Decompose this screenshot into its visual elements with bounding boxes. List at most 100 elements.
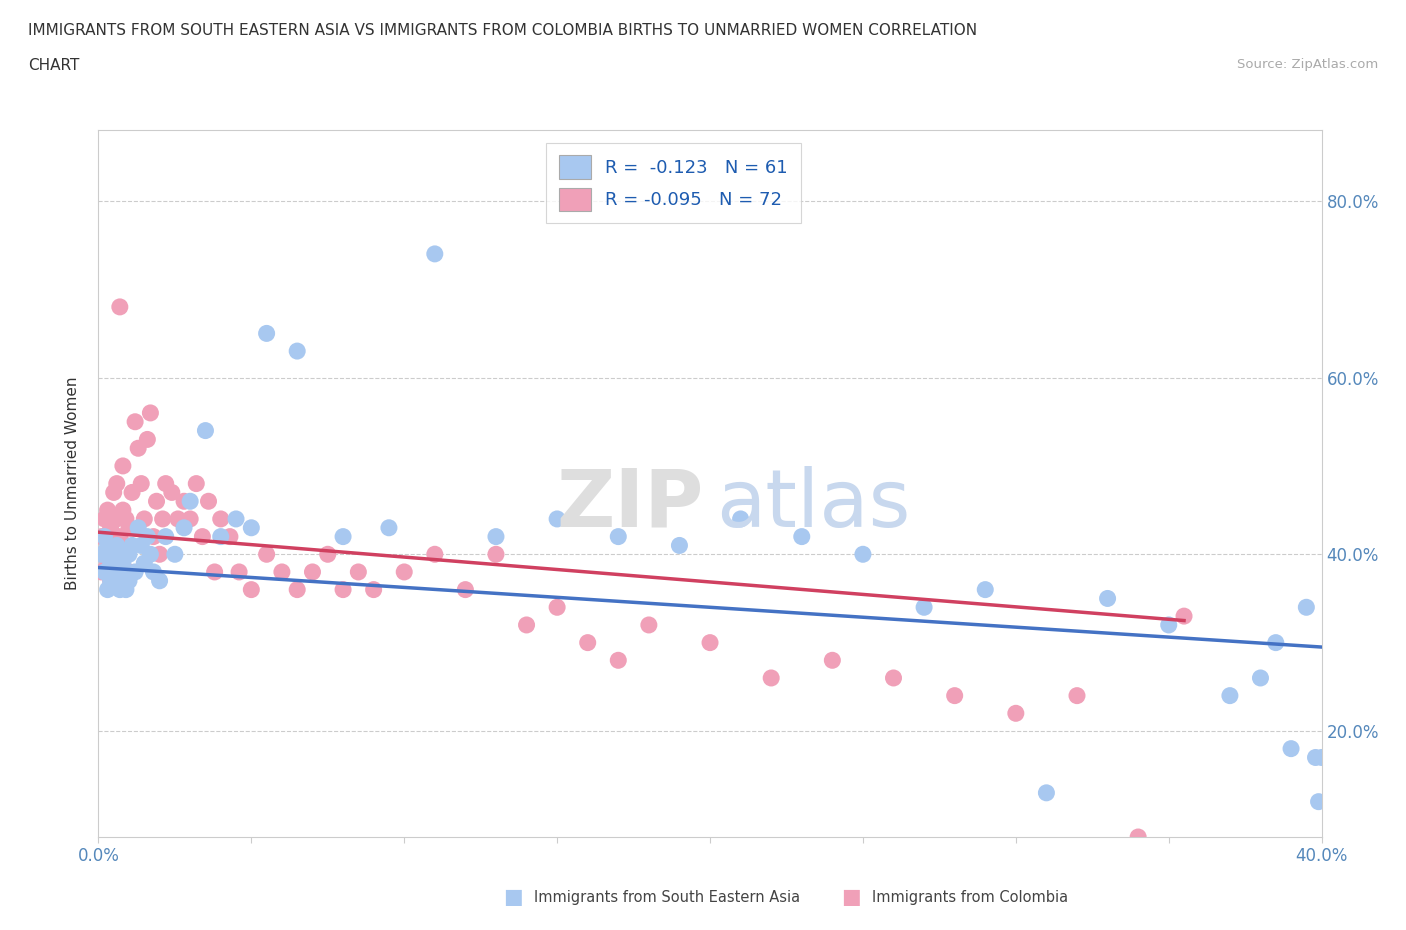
Point [108,582,131,597]
Point [332,582,354,597]
Point [186,476,208,491]
Point [225,512,247,526]
Point [121,538,143,553]
Point [270,565,292,579]
Point [790,529,813,544]
Point [668,538,690,553]
Point [100,556,122,571]
Point [1035,785,1057,800]
Point [332,529,354,544]
Point [1157,618,1180,632]
Point [111,458,134,473]
Point [347,565,370,579]
Point [1128,830,1150,844]
Point [821,653,844,668]
Point [516,618,538,632]
Point [108,547,131,562]
Point [546,512,568,526]
Point [111,573,134,589]
Point [127,441,149,456]
Point [730,512,752,526]
Point [118,521,141,536]
Point [546,600,568,615]
Point [136,432,159,447]
Point [103,485,125,500]
Point [1308,794,1330,809]
Point [90,565,112,579]
Point [139,547,162,562]
Point [485,529,508,544]
Point [194,423,217,438]
Point [115,565,138,579]
Point [103,565,125,579]
Point [111,556,134,571]
Point [228,565,250,579]
Point [152,512,174,526]
Point [173,494,195,509]
Point [378,521,401,536]
Point [155,476,177,491]
Point [301,565,323,579]
Point [139,405,162,420]
Point [97,538,120,553]
Point [485,547,508,562]
Point [118,547,141,562]
Point [974,582,997,597]
Point [1249,671,1271,685]
Point [115,538,138,553]
Point [607,653,630,668]
Point [108,299,131,314]
Point [90,529,112,544]
Point [103,538,125,553]
Point [256,547,278,562]
Point [454,582,477,597]
Point [124,415,146,430]
Point [1295,600,1317,615]
Point [163,547,186,562]
Point [1097,591,1119,606]
Point [607,529,630,544]
Point [204,565,226,579]
Point [1219,688,1241,703]
Point [1004,706,1026,721]
Point [145,494,167,509]
Point [209,512,232,526]
Text: atlas: atlas [716,466,911,544]
Point [363,582,385,597]
Point [943,688,966,703]
Point [115,512,138,526]
Point [90,547,112,562]
Point [136,529,159,544]
Text: Source: ZipAtlas.com: Source: ZipAtlas.com [1237,58,1378,71]
Point [883,671,905,685]
Point [105,512,128,526]
Point [256,326,278,341]
Point [392,565,416,579]
Point [852,547,875,562]
Point [127,521,149,536]
Point [93,547,115,562]
Point [115,582,138,597]
Point [93,512,115,526]
Point [105,476,128,491]
Point [1279,741,1302,756]
Point [759,671,782,685]
Point [179,494,201,509]
Point [100,573,122,589]
Text: ■: ■ [841,887,860,908]
Point [142,529,165,544]
Point [134,512,156,526]
Point [423,246,446,261]
Point [97,556,120,571]
Point [108,529,131,544]
Point [1066,688,1088,703]
Point [1264,635,1286,650]
Point [100,521,122,536]
Point [111,565,134,579]
Point [1305,750,1327,764]
Point [142,565,165,579]
Text: ZIP: ZIP [557,466,704,544]
Point [173,521,195,536]
Point [97,503,120,518]
Point [576,635,599,650]
